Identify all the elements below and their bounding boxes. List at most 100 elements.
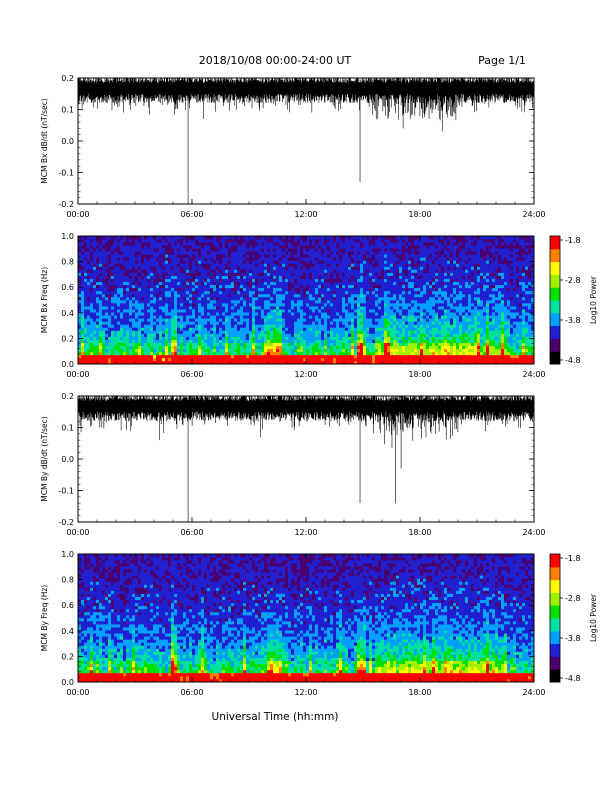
spectrogram-cell xyxy=(126,287,130,292)
spectrogram-cell xyxy=(381,287,385,292)
spectrogram-cell xyxy=(417,315,421,319)
spectrogram-cell xyxy=(78,330,82,334)
spectrogram-cell xyxy=(186,293,190,298)
spectrogram-cell xyxy=(216,287,220,292)
spectrogram-cell xyxy=(303,330,307,334)
spectrogram-cell xyxy=(234,236,238,240)
spectrogram-cell xyxy=(405,309,409,313)
spectrogram-cell xyxy=(327,272,331,276)
spectrogram-cell xyxy=(159,278,163,283)
spectrogram-cell xyxy=(144,321,148,325)
spectrogram-cell xyxy=(420,306,424,310)
spectrogram-cell xyxy=(258,275,262,279)
spectrogram-cell xyxy=(111,330,115,334)
spectrogram-cell xyxy=(249,284,253,289)
spectrogram-cell xyxy=(423,312,427,316)
spectrogram-cell xyxy=(285,342,289,347)
spectrogram-cell xyxy=(354,290,358,295)
spectrogram-cell xyxy=(87,284,91,289)
spectrogram-cell xyxy=(207,315,211,319)
spectrogram-cell xyxy=(87,357,91,362)
spectrogram-cell xyxy=(177,260,181,264)
spectrogram-cell xyxy=(93,251,97,255)
spectrogram-cell xyxy=(177,266,181,270)
spectrogram-cell xyxy=(315,333,319,337)
spectrogram-cell xyxy=(180,263,184,267)
spectrogram-cell xyxy=(312,330,316,334)
spectrogram-cell xyxy=(306,284,310,289)
spectrogram-cell xyxy=(387,251,391,255)
spectrogram-cell xyxy=(300,333,304,337)
spectrogram-cell xyxy=(102,275,106,279)
spectrogram-cell xyxy=(285,284,289,289)
spectrogram-cell xyxy=(246,357,250,362)
spectrogram-cell xyxy=(249,242,253,246)
spectrogram-cell xyxy=(231,275,235,279)
spectrogram-cell xyxy=(345,287,349,292)
spectrogram-cell xyxy=(330,293,334,298)
spectrogram-cell xyxy=(393,330,397,334)
spectrogram-cell xyxy=(207,236,211,240)
spectrogram-cell xyxy=(285,333,289,337)
spectrogram-cell xyxy=(255,287,259,292)
spectrogram-cell xyxy=(303,296,307,301)
spectrogram-cell xyxy=(150,248,154,252)
spectrogram-cell xyxy=(357,327,361,331)
spectrogram-cell xyxy=(399,272,403,276)
spectrogram-cell xyxy=(252,306,256,310)
spectrogram-cell xyxy=(216,327,220,331)
spectrogram-cell xyxy=(147,333,151,337)
spectrogram-cell xyxy=(273,345,277,350)
spectrogram-cell xyxy=(213,309,217,313)
spectrogram-cell xyxy=(255,251,259,255)
spectrogram-cell xyxy=(219,342,223,347)
spectrogram-cell xyxy=(270,293,274,298)
spectrogram-cell xyxy=(411,321,415,325)
spectrogram-cell xyxy=(297,360,301,365)
spectrogram-cell xyxy=(87,309,91,313)
spectrogram-cell xyxy=(78,236,82,240)
spectrogram-cell xyxy=(402,236,406,240)
spectrogram-cell xyxy=(330,357,334,362)
spectrogram-cell xyxy=(201,242,205,246)
spectrogram-cell xyxy=(153,357,157,362)
spectrogram-cell xyxy=(258,248,262,252)
spectrogram-cell xyxy=(177,257,181,261)
spectrogram-cell xyxy=(417,354,421,359)
spectrogram-cell xyxy=(216,342,220,347)
spectrogram-cell xyxy=(195,251,199,255)
spectrogram-cell xyxy=(93,336,97,340)
spectrogram-cell xyxy=(135,333,139,337)
spectrogram-cell xyxy=(396,357,400,362)
spectrogram-cell xyxy=(339,306,343,310)
spectrogram-cell xyxy=(336,309,340,313)
spectrogram-cell xyxy=(393,239,397,243)
spectrogram-cell xyxy=(369,251,373,255)
spectrogram-cell xyxy=(345,354,349,359)
spectrogram-cell xyxy=(333,324,337,328)
spectrogram-cell xyxy=(402,354,406,359)
spectrogram-cell xyxy=(342,318,346,322)
spectrogram-cell xyxy=(300,351,304,356)
spectrogram-cell xyxy=(312,275,316,279)
spectrogram-cell xyxy=(315,339,319,343)
spectrogram-cell xyxy=(339,315,343,319)
spectrogram-cell xyxy=(279,263,283,267)
spectrogram-cell xyxy=(138,248,142,252)
spectrogram-cell xyxy=(348,266,352,270)
spectrogram-cell xyxy=(207,263,211,267)
spectrogram-cell xyxy=(366,330,370,334)
spectrogram-cell xyxy=(231,278,235,283)
spectrogram-cell xyxy=(321,348,325,353)
spectrogram-cell xyxy=(102,236,106,240)
spectrogram-cell xyxy=(324,339,328,343)
spectrogram-cell xyxy=(144,333,148,337)
spectrogram-cell xyxy=(81,239,85,243)
spectrogram-cell xyxy=(318,336,322,340)
spectrogram-cell xyxy=(225,242,229,246)
spectrogram-cell xyxy=(330,284,334,289)
spectrogram-cell xyxy=(315,324,319,328)
spectrogram-cell xyxy=(111,278,115,283)
spectrogram-cell xyxy=(369,287,373,292)
spectrogram-cell xyxy=(240,342,244,347)
